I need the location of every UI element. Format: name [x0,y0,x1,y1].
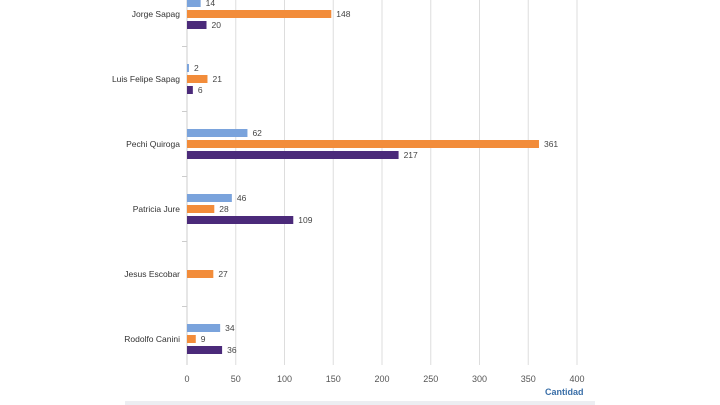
data-label: 62 [252,128,262,138]
gridlines [182,0,578,365]
bar [187,151,399,159]
x-tick-label: 400 [569,374,584,384]
bar [187,324,221,332]
bar [187,64,189,72]
category-label: Patricia Jure [133,204,181,214]
category-label: Jorge Sapag [132,9,180,19]
data-label: 148 [336,9,350,19]
bottom-scroll-strip [125,401,595,405]
bar [187,335,196,343]
category-label: Jesus Escobar [124,269,180,279]
bar [187,140,539,148]
data-label: 217 [404,150,418,160]
bars [187,0,539,354]
data-label: 21 [212,74,222,84]
bar [187,0,201,7]
bar [187,205,215,213]
x-tick-label: 100 [277,374,292,384]
data-label: 2 [194,63,199,73]
x-tick-label: 200 [374,374,389,384]
data-label: 46 [237,193,247,203]
data-label: 36 [227,345,237,355]
value-labels: 14 2 62 46 34 148 21 361 28 27 9 20 6 217 109 36 [194,0,558,355]
x-tick-label: 150 [326,374,341,384]
data-label: 14 [206,0,216,8]
bar [187,129,248,137]
category-label: Luis Felipe Sapag [112,74,180,84]
data-label: 28 [219,204,229,214]
data-label: 27 [218,269,228,279]
bar [187,21,207,29]
data-label: 9 [201,334,206,344]
x-tick-labels: 0 50 100 150 200 250 300 350 400 [184,374,584,384]
data-label: 6 [198,85,203,95]
category-label: Pechi Quiroga [126,139,180,149]
data-label: 34 [225,323,235,333]
bar [187,270,214,278]
x-tick-label: 50 [231,374,241,384]
category-labels: Jorge Sapag Luis Felipe Sapag Pechi Quirog… [112,9,180,344]
bar [187,86,193,94]
x-tick-label: 350 [521,374,536,384]
x-tick-label: 250 [423,374,438,384]
data-label: 20 [212,20,222,30]
data-label: 361 [544,139,558,149]
bar [187,194,232,202]
bar [187,216,294,224]
x-tick-label: 0 [184,374,189,384]
bar [187,346,223,354]
x-axis-title: Cantidad [545,387,584,397]
bar [187,75,208,83]
bar [187,10,332,18]
category-label: Rodolfo Canini [124,334,180,344]
data-label: 109 [298,215,312,225]
x-tick-label: 300 [472,374,487,384]
